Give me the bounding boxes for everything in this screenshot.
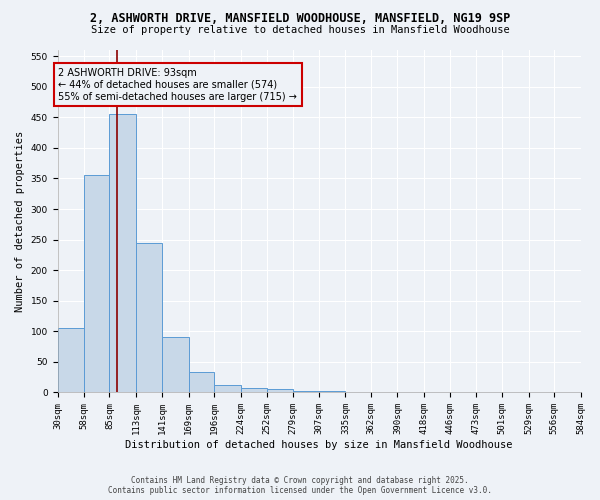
Bar bbox=[163, 338, 189, 392]
Bar bbox=[109, 114, 136, 392]
X-axis label: Distribution of detached houses by size in Mansfield Woodhouse: Distribution of detached houses by size … bbox=[125, 440, 513, 450]
Bar bbox=[84, 175, 109, 392]
Text: Size of property relative to detached houses in Mansfield Woodhouse: Size of property relative to detached ho… bbox=[91, 25, 509, 35]
Bar bbox=[293, 390, 319, 392]
Text: 2, ASHWORTH DRIVE, MANSFIELD WOODHOUSE, MANSFIELD, NG19 9SP: 2, ASHWORTH DRIVE, MANSFIELD WOODHOUSE, … bbox=[90, 12, 510, 26]
Bar bbox=[319, 391, 346, 392]
Bar bbox=[189, 372, 214, 392]
Text: 2 ASHWORTH DRIVE: 93sqm
← 44% of detached houses are smaller (574)
55% of semi-d: 2 ASHWORTH DRIVE: 93sqm ← 44% of detache… bbox=[58, 68, 298, 102]
Bar bbox=[136, 242, 163, 392]
Bar bbox=[58, 328, 84, 392]
Bar bbox=[241, 388, 267, 392]
Text: Contains HM Land Registry data © Crown copyright and database right 2025.
Contai: Contains HM Land Registry data © Crown c… bbox=[108, 476, 492, 495]
Bar bbox=[214, 384, 241, 392]
Bar bbox=[267, 390, 293, 392]
Y-axis label: Number of detached properties: Number of detached properties bbox=[15, 130, 25, 312]
